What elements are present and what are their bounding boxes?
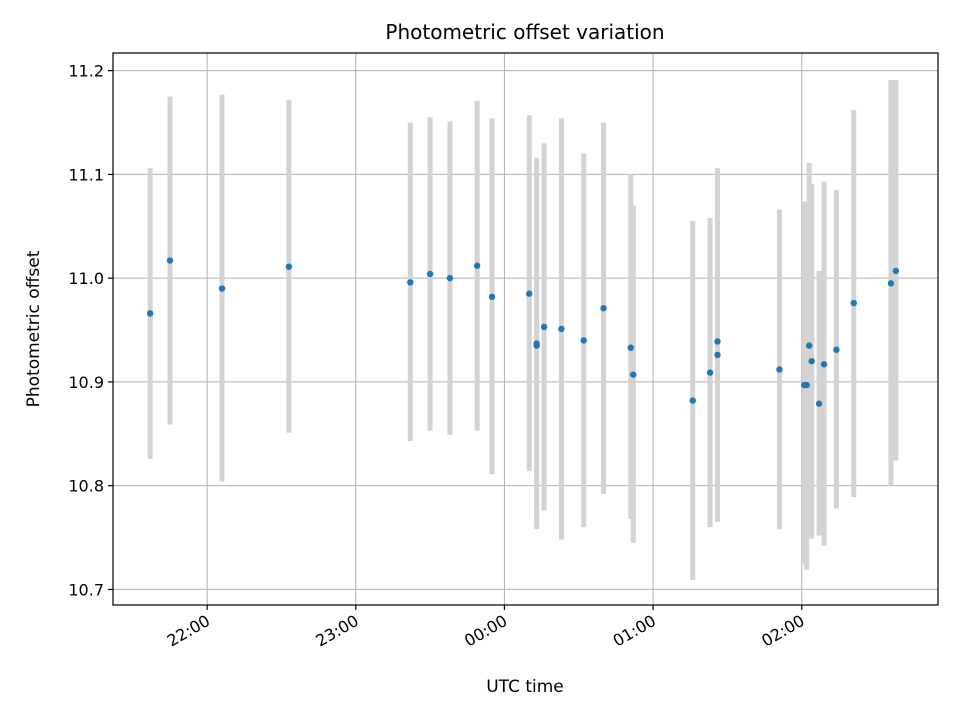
grid — [113, 53, 938, 605]
data-points — [146, 257, 900, 407]
y-tick-label: 10.9 — [68, 373, 104, 392]
y-axis-ticks: 10.7 10.8 10.9 11.0 11.1 11.2 — [68, 62, 113, 599]
data-point — [166, 257, 174, 264]
plot-frame — [112, 52, 939, 606]
data-point — [146, 310, 154, 317]
data-point — [706, 369, 714, 376]
data-point — [218, 285, 226, 292]
data-point — [630, 371, 637, 378]
data-point — [426, 270, 434, 278]
data-point — [407, 279, 414, 286]
data-point — [808, 357, 815, 365]
data-point — [473, 262, 481, 269]
chart-title: Photometric offset variation — [385, 20, 664, 44]
y-tick-label: 11.0 — [68, 269, 104, 288]
data-point — [488, 293, 496, 301]
data-point — [526, 290, 533, 297]
data-point — [776, 366, 783, 373]
data-point — [580, 337, 587, 344]
plot-area — [113, 53, 938, 605]
data-point — [714, 338, 721, 345]
data-point — [285, 263, 293, 270]
data-point — [833, 346, 840, 353]
data-point — [820, 361, 828, 368]
data-point — [689, 397, 696, 404]
data-point — [714, 351, 721, 359]
y-axis-title: Photometric offset — [24, 250, 44, 407]
y-tick-label: 11.2 — [68, 62, 104, 81]
y-tick-label: 10.8 — [68, 477, 104, 496]
data-point — [892, 267, 900, 275]
data-point — [540, 323, 548, 331]
data-point — [627, 344, 634, 351]
data-point — [558, 325, 565, 333]
data-point — [600, 305, 607, 312]
x-axis-title: UTC time — [486, 677, 564, 697]
data-point — [815, 400, 823, 407]
data-point — [446, 274, 454, 282]
data-point — [533, 342, 540, 349]
y-tick-label: 10.7 — [68, 580, 104, 599]
y-tick-label: 11.1 — [68, 165, 104, 184]
data-point — [803, 381, 810, 389]
data-point — [850, 299, 857, 307]
data-point — [805, 342, 813, 349]
data-point — [887, 280, 895, 287]
